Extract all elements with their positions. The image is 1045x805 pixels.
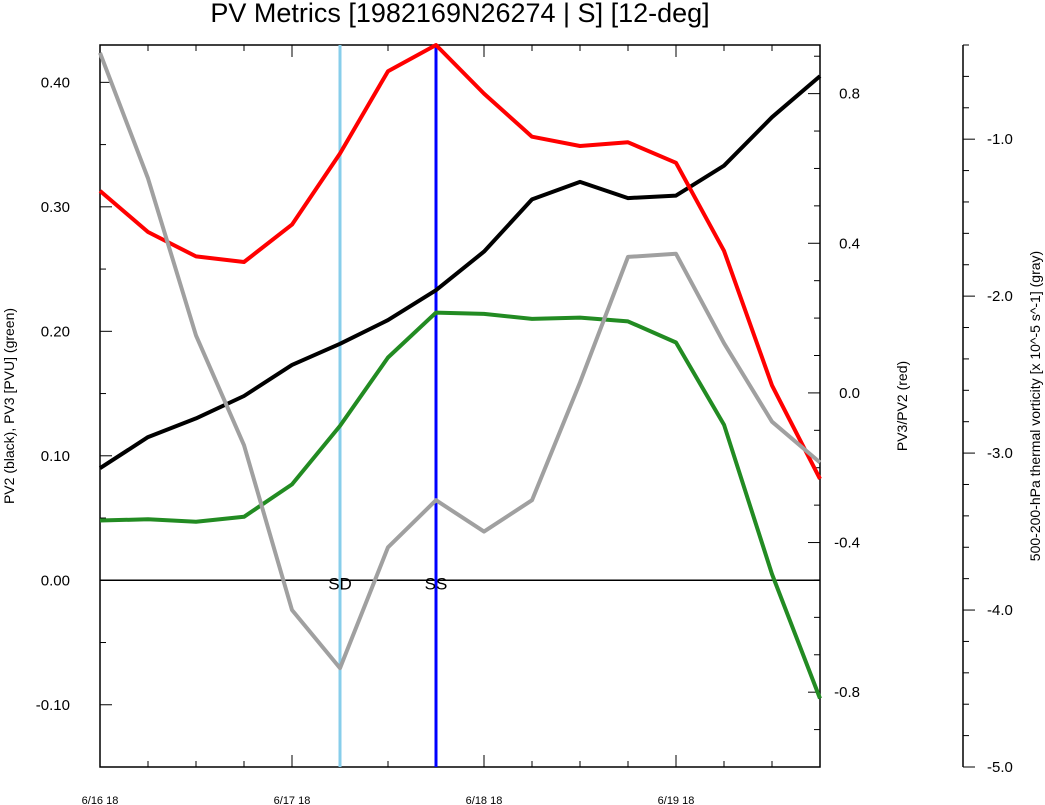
series-line-ratio (98, 43, 822, 480)
left-tick-label: 0.00 (41, 572, 70, 589)
series-line-pv3 (99, 310, 822, 700)
far-right-tick-label: -4.0 (987, 602, 1013, 619)
chart-title: PV Metrics [1982169N26274 | S] [12-deg] (210, 0, 709, 28)
right-tick-label: -0.8 (834, 684, 860, 701)
far-right-tick-label: -1.0 (987, 131, 1013, 148)
x-tick-label: 6/18 18 (466, 795, 503, 805)
series-line-vorticity (98, 52, 822, 671)
far-right-tick-label: -2.0 (987, 288, 1013, 305)
left-tick-label: 0.30 (41, 199, 70, 216)
right-axis-label: PV3/PV2 (red) (894, 361, 910, 451)
left-tick-label: -0.10 (36, 697, 70, 714)
marker-label-sd: SD (328, 574, 352, 593)
x-tick-label: 6/19 18 (658, 795, 695, 805)
plot-area: 6/16 18 6/17 18 6/18 18 6/19 18 -0.10 0.00 0.1… (36, 43, 1013, 805)
right-tick-label: 0.8 (839, 86, 860, 103)
left-tick-label: 0.10 (41, 448, 70, 465)
far-right-tick-label: -5.0 (987, 759, 1013, 776)
x-tick-label: 6/16 18 (82, 795, 119, 805)
marker-label-ss: SS (425, 574, 448, 593)
series-line-pv2 (98, 74, 822, 470)
left-tick-label: 0.20 (41, 323, 70, 340)
x-tick-label: 6/17 18 (274, 795, 311, 805)
right-tick-label: 0.4 (839, 235, 860, 252)
left-tick-label: 0.40 (41, 74, 70, 91)
far-right-tick-label: -3.0 (987, 445, 1013, 462)
far-right-axis-label: 500-200-hPa thermal vorticity [x 10^-5 s… (1027, 251, 1043, 561)
right-tick-label: -0.4 (834, 535, 860, 552)
plot-frame (99, 44, 821, 768)
left-axis-label: PV2 (black), PV3 [PVU] (green) (1, 308, 17, 504)
right-tick-label: 0.0 (839, 385, 860, 402)
